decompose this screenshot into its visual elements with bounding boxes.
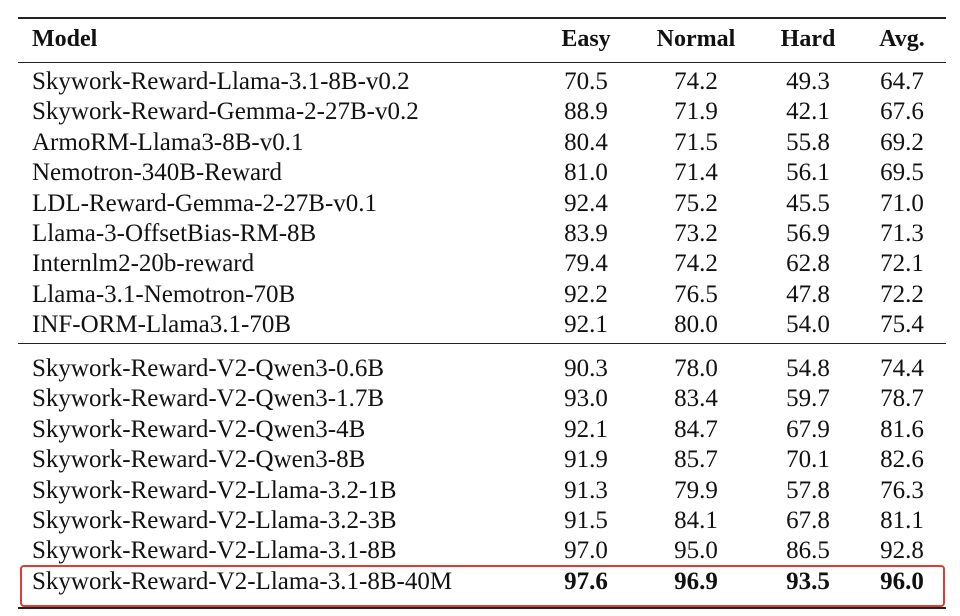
score-cell: 97.6 [564, 567, 608, 595]
score-cell: 56.9 [786, 220, 830, 247]
score-cell: 70.5 [564, 68, 608, 95]
score-cell: 82.6 [880, 446, 924, 474]
score-cell: 54.8 [786, 355, 830, 382]
score-cell: 92.2 [564, 280, 608, 308]
score-cell: 92.1 [564, 311, 608, 339]
model-name: Nemotron-340B-Reward [32, 159, 282, 187]
model-name: Llama-3-OffsetBias-RM-8B [32, 220, 317, 247]
score-cell: 74.2 [674, 68, 718, 95]
score-cell: 97.0 [564, 537, 608, 565]
group-rule [18, 343, 946, 344]
score-cell: 91.3 [564, 476, 608, 504]
column-header: Easy [561, 26, 611, 52]
column-header: Avg. [879, 26, 925, 52]
score-cell: 92.1 [564, 415, 608, 443]
model-name: Skywork-Reward-V2-Qwen3-0.6B [32, 355, 385, 382]
highlight-box [20, 565, 945, 607]
score-cell: 71.0 [880, 189, 924, 217]
score-cell: 47.8 [786, 280, 830, 308]
score-cell: 81.0 [564, 159, 608, 187]
score-cell: 75.2 [674, 189, 718, 217]
score-cell: 49.3 [786, 68, 830, 95]
model-name: Skywork-Reward-V2-Qwen3-1.7B [32, 385, 385, 413]
column-header: Model [32, 26, 98, 52]
bottom-rule [18, 607, 946, 609]
score-cell: 92.8 [880, 537, 924, 565]
score-cell: 79.4 [564, 250, 608, 278]
score-cell: 92.4 [564, 189, 608, 217]
score-cell: 91.9 [564, 446, 608, 474]
score-cell: 83.4 [674, 385, 718, 413]
model-name: Llama-3.1-Nemotron-70B [32, 280, 296, 308]
score-cell: 76.3 [880, 476, 924, 504]
score-cell: 54.0 [786, 311, 830, 339]
score-cell: 93.0 [564, 385, 608, 413]
score-cell: 84.7 [674, 415, 718, 443]
model-name: Skywork-Reward-Gemma-2-27B-v0.2 [32, 98, 419, 126]
score-cell: 80.4 [564, 128, 608, 156]
score-cell: 80.0 [674, 311, 718, 339]
score-cell: 81.1 [880, 507, 924, 534]
score-cell: 78.7 [880, 385, 924, 413]
score-cell: 79.9 [674, 476, 718, 504]
score-cell: 67.8 [786, 507, 830, 534]
score-cell: 75.4 [880, 311, 924, 339]
model-name: INF-ORM-Llama3.1-70B [32, 311, 291, 339]
score-cell: 90.3 [564, 355, 608, 382]
header-rule [18, 62, 946, 63]
score-cell: 59.7 [786, 385, 830, 413]
model-name: LDL-Reward-Gemma-2-27B-v0.1 [32, 189, 378, 217]
score-cell: 93.5 [786, 567, 830, 595]
score-cell: 57.8 [786, 476, 830, 504]
score-cell: 78.0 [674, 355, 718, 382]
score-cell: 69.2 [880, 128, 924, 156]
score-cell: 76.5 [674, 280, 718, 308]
score-cell: 45.5 [786, 189, 830, 217]
score-cell: 71.3 [880, 220, 924, 247]
score-cell: 88.9 [564, 98, 608, 126]
score-cell: 81.6 [880, 415, 924, 443]
score-cell: 86.5 [786, 537, 830, 565]
model-name: Skywork-Reward-V2-Qwen3-8B [32, 446, 366, 474]
column-header: Normal [656, 26, 736, 52]
score-cell: 85.7 [674, 446, 718, 474]
score-cell: 74.4 [880, 355, 924, 382]
score-cell: 72.2 [880, 280, 924, 308]
score-cell: 64.7 [880, 68, 924, 95]
model-name: Skywork-Reward-V2-Llama-3.1-8B-40M [32, 567, 453, 595]
score-cell: 62.8 [786, 250, 830, 278]
score-cell: 71.9 [674, 98, 718, 126]
score-cell: 95.0 [674, 537, 718, 565]
score-cell: 91.5 [564, 507, 608, 534]
column-header: Hard [780, 26, 836, 52]
score-cell: 71.5 [674, 128, 718, 156]
score-cell: 56.1 [786, 159, 830, 187]
score-cell: 96.9 [674, 567, 718, 595]
score-cell: 70.1 [786, 446, 830, 474]
score-cell: 71.4 [674, 159, 718, 187]
score-cell: 96.0 [880, 567, 924, 595]
model-name: Skywork-Reward-Llama-3.1-8B-v0.2 [32, 68, 410, 95]
score-cell: 84.1 [674, 507, 718, 534]
model-name: Internlm2-20b-reward [32, 250, 255, 278]
model-name: Skywork-Reward-V2-Qwen3-4B [32, 415, 366, 443]
score-cell: 73.2 [674, 220, 718, 247]
model-name: Skywork-Reward-V2-Llama-3.2-1B [32, 476, 397, 504]
top-rule [18, 17, 946, 19]
model-name: Skywork-Reward-V2-Llama-3.2-3B [32, 507, 397, 534]
score-cell: 67.6 [880, 98, 924, 126]
model-name: Skywork-Reward-V2-Llama-3.1-8B [32, 537, 397, 565]
model-name: ArmoRM-Llama3-8B-v0.1 [32, 128, 304, 156]
score-cell: 67.9 [786, 415, 830, 443]
score-cell: 72.1 [880, 250, 924, 278]
score-cell: 42.1 [786, 98, 830, 126]
score-cell: 83.9 [564, 220, 608, 247]
score-cell: 55.8 [786, 128, 830, 156]
score-cell: 69.5 [880, 159, 924, 187]
score-cell: 74.2 [674, 250, 718, 278]
